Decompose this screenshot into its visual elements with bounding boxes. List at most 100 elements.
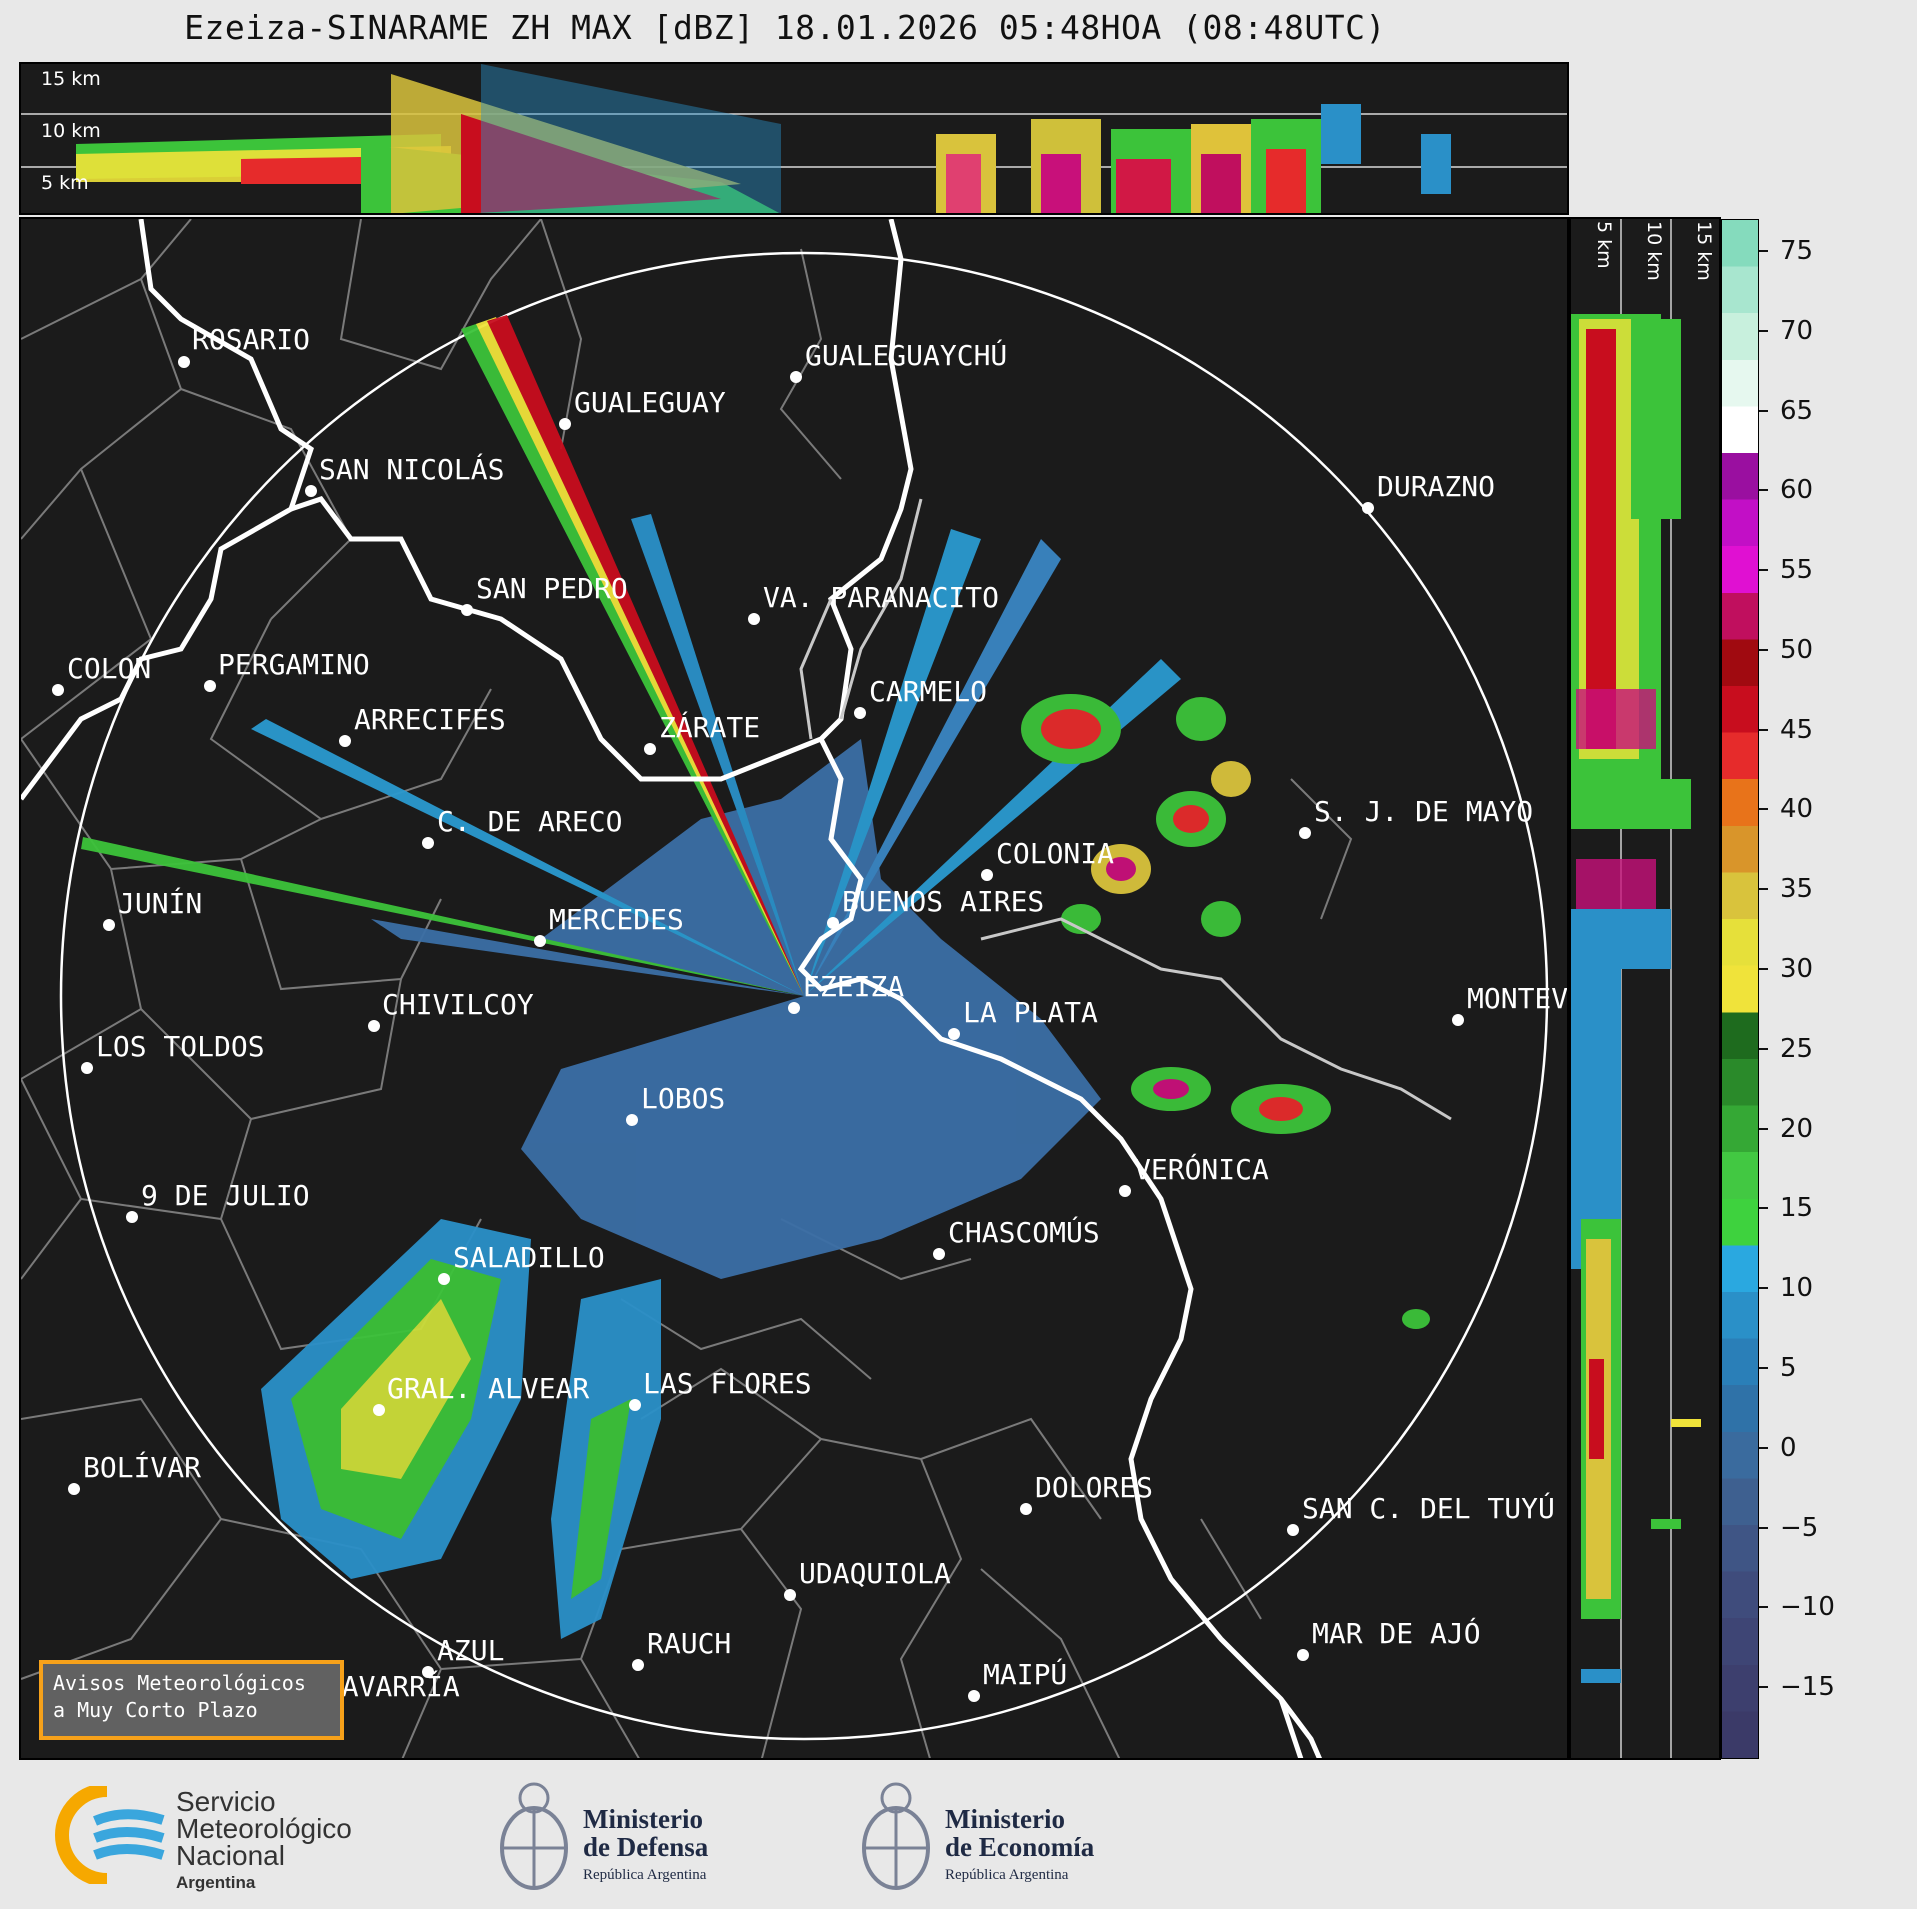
smn-name-line-3: Nacional [176, 1840, 285, 1871]
city-markers [52, 356, 1464, 1714]
smn-logo [55, 1783, 167, 1887]
city-label-rauch: RAUCH [647, 1627, 731, 1660]
city-label-9-de-julio: 9 DE JULIO [141, 1179, 310, 1212]
colorbar-tick-label: 25 [1780, 1033, 1814, 1064]
map-canvas: ROSARIO GUALEGUAYCHÚ GUALEGUAY SAN NICOL… [21, 219, 1569, 1758]
city-label-colonia: COLONIA [996, 837, 1114, 870]
city-label-chascomus: CHASCOMÚS [948, 1215, 1100, 1249]
city-label-san-c-del-tuyu: SAN C. DEL TUYÚ [1302, 1491, 1555, 1525]
defensa-line-2: de Defensa [583, 1832, 709, 1862]
colorbar-tick-label: 10 [1780, 1273, 1814, 1304]
city-labels: ROSARIO GUALEGUAYCHÚ GUALEGUAY SAN NICOL… [67, 323, 1569, 1703]
city-label-san-nicolas: SAN NICOLÁS [319, 452, 504, 486]
colorbar-tick-mark [1759, 968, 1768, 971]
colorbar-tick-label: 55 [1780, 555, 1814, 586]
top-height-profile: 15 km 10 km 5 km [19, 62, 1569, 215]
city-label-lobos: LOBOS [641, 1082, 725, 1115]
colorbar-tick-mark [1759, 329, 1768, 332]
city-label-colon: COLON [67, 652, 151, 685]
city-label-udaquiola: UDAQUIOLA [799, 1557, 951, 1590]
city-label-azul: AZUL [437, 1634, 504, 1667]
height-label-10km: 10 km [41, 120, 101, 142]
economia-line-2: de Economía [945, 1832, 1095, 1862]
colorbar-tick-label: 70 [1780, 315, 1814, 346]
warning-info-box: Avisos Meteorológicos a Muy Corto Plazo [39, 1660, 344, 1740]
city-label-buenos-aires: BUENOS AIRES [842, 885, 1044, 918]
colorbar-tick-label: −10 [1780, 1592, 1835, 1623]
colorbar-tick-mark [1759, 569, 1768, 572]
city-label-arrecifes: ARRECIFES [354, 703, 506, 736]
defensa-line-3: República Argentina [583, 1867, 707, 1883]
city-label-los-toldos: LOS TOLDOS [96, 1030, 265, 1063]
map-title: Ezeiza-SINARAME ZH MAX [dBZ] 18.01.2026 … [184, 8, 1386, 47]
city-label-rosario: ROSARIO [192, 323, 310, 356]
city-label-san-pedro: SAN PEDRO [476, 572, 628, 605]
colorbar-tick-mark [1759, 409, 1768, 412]
city-label-gral-alvear: GRAL. ALVEAR [387, 1372, 589, 1405]
economia-coat-of-arms [857, 1778, 935, 1902]
colorbar-tick-label: 50 [1780, 634, 1814, 665]
city-label-la-plata: LA PLATA [963, 996, 1098, 1029]
side-height-label-10km: 10 km [1643, 221, 1665, 281]
city-label-durazno: DURAZNO [1377, 470, 1495, 503]
height-label-5km: 5 km [41, 172, 89, 194]
side-height-label-5km: 5 km [1593, 221, 1615, 269]
rivers [799, 498, 1452, 1121]
coastline [21, 219, 1322, 1758]
colorbar-tick-mark [1759, 1606, 1768, 1609]
warning-line-2: a Muy Corto Plazo [53, 1698, 258, 1722]
colorbar-tick-mark [1759, 888, 1768, 891]
city-label-va-paranacito: VA. PARANACITO [763, 581, 999, 614]
colorbar-tick-mark [1759, 1287, 1768, 1290]
city-label-s-j-de-mayo: S. J. DE MAYO [1314, 795, 1533, 828]
city-label-veronica: VERÓNICA [1134, 1152, 1269, 1186]
city-label-ezeiza: EZEIZA [803, 970, 904, 1003]
colorbar-tick-label: 45 [1780, 714, 1814, 745]
colorbar-tick-label: 5 [1780, 1353, 1797, 1383]
smn-name-line-1: Servicio [176, 1786, 276, 1817]
colorbar-tick-label: 75 [1780, 235, 1814, 266]
colorbar-tick-label: 15 [1780, 1193, 1814, 1224]
city-label-dolores: DOLORES [1035, 1471, 1153, 1504]
economia-line-3: República Argentina [945, 1867, 1069, 1883]
side-height-profile [1569, 217, 1721, 1760]
colorbar-tick-mark [1759, 1207, 1768, 1210]
economia-line-1: Ministerio [945, 1804, 1065, 1834]
radar-map[interactable]: ROSARIO GUALEGUAYCHÚ GUALEGUAY SAN NICOL… [19, 217, 1569, 1760]
colorbar-tick-label: 60 [1780, 475, 1814, 506]
colorbar-tick-label: 40 [1780, 794, 1814, 825]
city-label-bolivar: BOLÍVAR [83, 1450, 201, 1484]
city-label-saladillo: SALADILLO [453, 1241, 605, 1274]
colorbar-tick-mark [1759, 1367, 1768, 1369]
defensa-line-1: Ministerio [583, 1804, 703, 1834]
admin-boundaries [21, 219, 1353, 1758]
city-label-gualeguaychu: GUALEGUAYCHÚ [805, 338, 1007, 372]
dbz-colorbar [1721, 219, 1759, 1759]
colorbar-tick-mark [1759, 489, 1768, 492]
city-label-mercedes: MERCEDES [549, 903, 684, 936]
colorbar-tick-mark [1759, 1686, 1768, 1689]
colorbar-tick-mark [1759, 1526, 1768, 1529]
city-label-montevideo: MONTEVIDEO [1467, 982, 1569, 1015]
range-ring [59, 251, 1549, 1741]
colorbar-tick-mark [1759, 1127, 1768, 1130]
city-label-maipu: MAIPÚ [983, 1657, 1067, 1691]
colorbar-tick-label: 35 [1780, 874, 1814, 905]
city-label-pergamino: PERGAMINO [218, 648, 370, 681]
city-label-carmelo: CARMELO [869, 675, 987, 708]
colorbar-tick-mark [1759, 1047, 1768, 1050]
colorbar-tick-mark [1759, 648, 1768, 651]
city-label-zarate: ZÁRATE [659, 710, 760, 744]
height-label-15km: 15 km [41, 68, 101, 90]
city-label-gualeguay: GUALEGUAY [574, 386, 726, 419]
side-height-label-15km: 15 km [1693, 221, 1715, 281]
colorbar-tick-label: −5 [1780, 1512, 1819, 1543]
smn-name-line-4: Argentina [176, 1873, 256, 1892]
colorbar-tick-label: 65 [1780, 395, 1814, 426]
defensa-coat-of-arms [495, 1778, 573, 1902]
city-label-junin: JUNÍN [118, 886, 202, 920]
colorbar-tick-label: 20 [1780, 1113, 1814, 1144]
city-label-mar-de-ajo: MAR DE AJÓ [1312, 1616, 1481, 1650]
colorbar-tick-label: 30 [1780, 954, 1814, 985]
colorbar-tick-mark [1759, 808, 1768, 811]
